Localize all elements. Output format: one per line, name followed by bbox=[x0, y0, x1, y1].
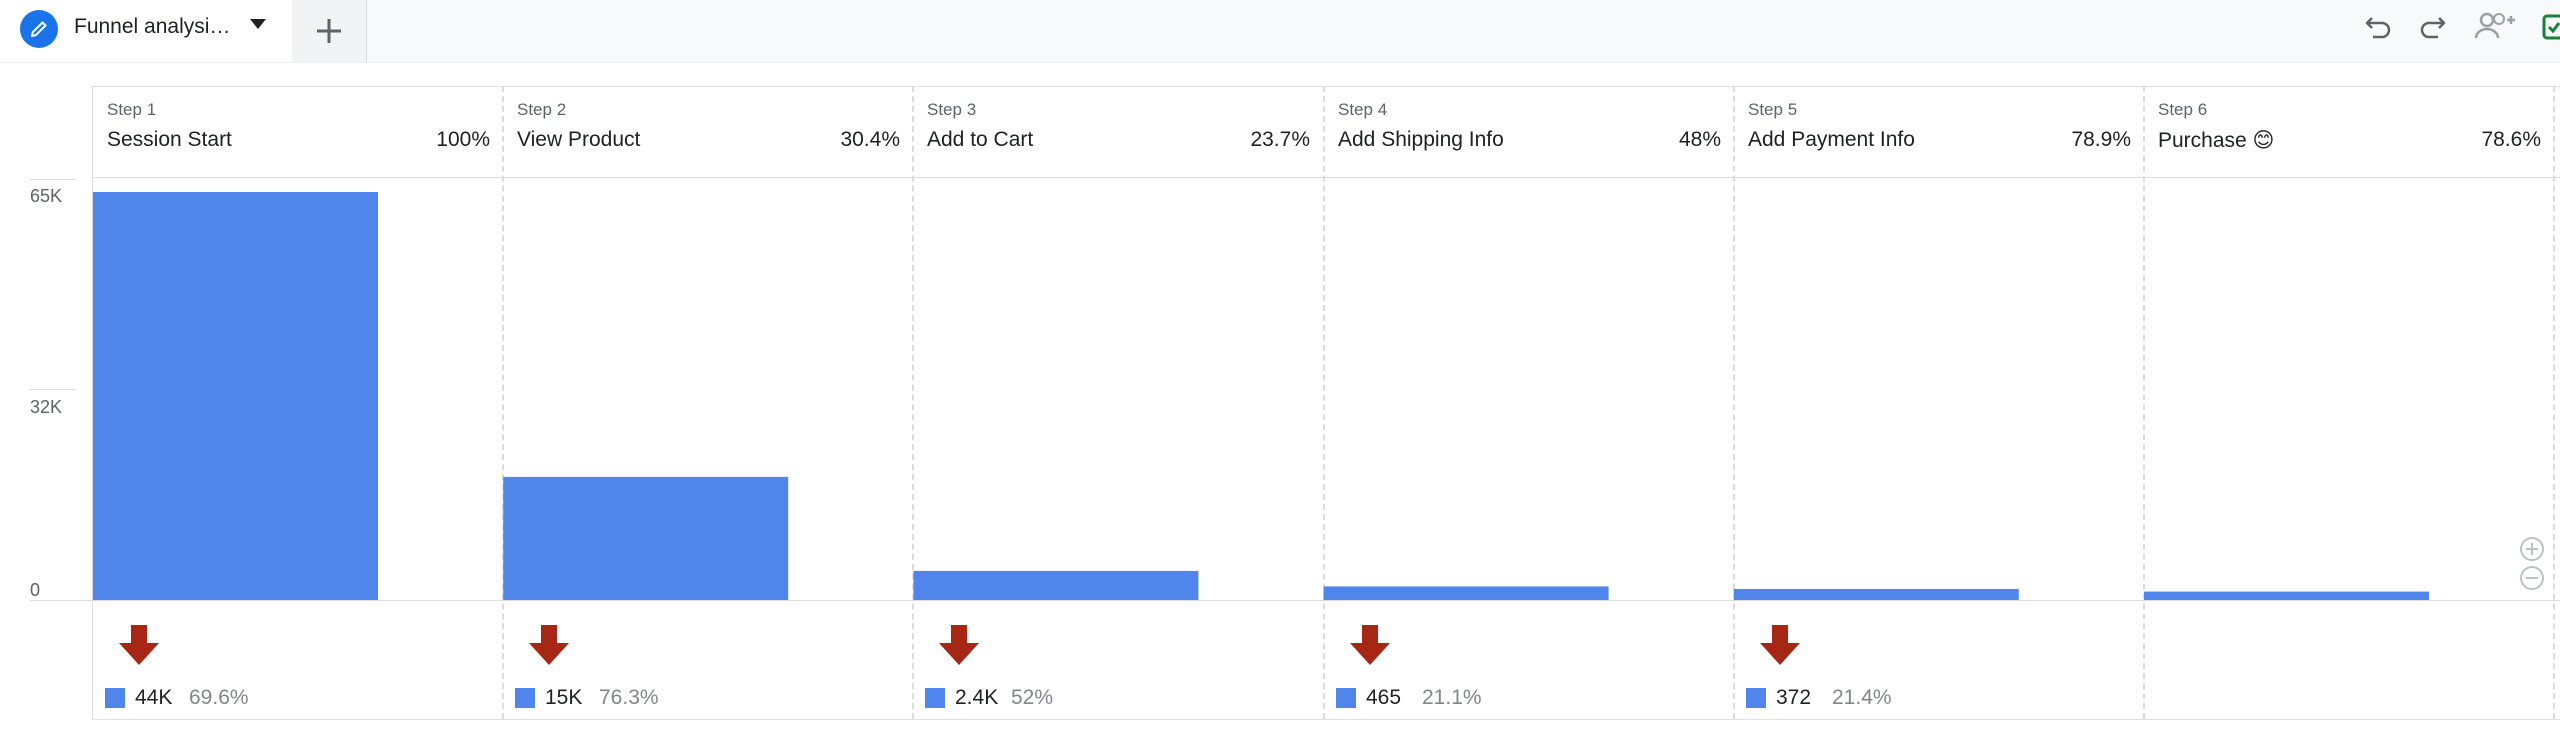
dropoff-arrow-icon bbox=[119, 625, 159, 665]
dropoff-arrow-icon bbox=[1350, 625, 1390, 665]
dropoff-count: 44K bbox=[135, 686, 173, 709]
series-swatch bbox=[925, 688, 945, 708]
step-name: Session Start bbox=[107, 128, 232, 151]
step-number: Step 2 bbox=[517, 100, 567, 119]
dropoff-count: 15K bbox=[545, 686, 583, 709]
y-axis-tick bbox=[30, 389, 76, 390]
dropoff-cell[interactable]: 372 21.4% bbox=[1734, 617, 2145, 717]
series-swatch bbox=[1746, 688, 1766, 708]
step-divider bbox=[1323, 86, 1325, 719]
step-completion-rate: 100% bbox=[436, 128, 490, 151]
step-number: Step 5 bbox=[1748, 100, 1798, 119]
dropoff-cell[interactable]: 15K 76.3% bbox=[503, 617, 914, 717]
add-tab-button[interactable] bbox=[292, 0, 367, 62]
zoom-out-icon[interactable] bbox=[2519, 565, 2545, 591]
step-name: Add Payment Info bbox=[1748, 128, 1915, 151]
tab-funnel-analysis[interactable]: Funnel analysi… bbox=[0, 0, 293, 62]
funnel-bars bbox=[93, 192, 2429, 600]
step-completion-rate: 78.9% bbox=[2071, 128, 2131, 151]
step-header[interactable]: Step 3 Add to Cart 23.7% bbox=[913, 86, 1324, 176]
step-header[interactable]: Step 1 Session Start 100% bbox=[93, 86, 504, 176]
tab-title: Funnel analysi… bbox=[74, 15, 231, 38]
series-swatch bbox=[515, 688, 535, 708]
step-divider bbox=[2553, 86, 2555, 719]
step-number: Step 1 bbox=[107, 100, 157, 119]
chart-top-border bbox=[92, 86, 2560, 87]
y-axis-label: 0 bbox=[30, 580, 41, 600]
step-number: Step 4 bbox=[1338, 100, 1388, 119]
dropoff-arrow-icon bbox=[529, 625, 569, 665]
step-divider bbox=[1733, 86, 1735, 719]
dropoff-rate: 21.1% bbox=[1422, 686, 1482, 709]
add-tab-plus-icon bbox=[317, 19, 341, 43]
funnel-chart: 65K 32K 0 Step 1 Session Start 100% Step… bbox=[0, 62, 2560, 729]
dropoff-cell[interactable]: 44K 69.6% bbox=[93, 617, 504, 717]
step-header[interactable]: Step 5 Add Payment Info 78.9% bbox=[1734, 86, 2145, 176]
redo-icon[interactable] bbox=[2413, 6, 2453, 46]
funnel-bar[interactable] bbox=[1323, 586, 1609, 600]
y-axis-tick bbox=[30, 179, 76, 180]
step-name: View Product bbox=[517, 128, 641, 151]
edit-pencil-icon[interactable] bbox=[19, 9, 59, 49]
step-name: Add to Cart bbox=[927, 128, 1034, 151]
step-completion-rate: 78.6% bbox=[2481, 128, 2541, 151]
step-name: Purchase 😊 bbox=[2158, 129, 2275, 152]
step-completion-rate: 23.7% bbox=[1250, 128, 1310, 151]
zoom-in-icon[interactable] bbox=[2519, 536, 2545, 562]
series-swatch bbox=[1336, 688, 1356, 708]
dropoff-count: 372 bbox=[1776, 686, 1812, 709]
dropoff-cell[interactable]: 465 21.1% bbox=[1324, 617, 1735, 717]
save-icon[interactable] bbox=[2542, 6, 2560, 46]
funnel-bar[interactable] bbox=[2144, 591, 2429, 600]
header-separator bbox=[92, 177, 2560, 178]
funnel-bar[interactable] bbox=[913, 570, 1199, 600]
step-divider bbox=[2143, 86, 2145, 719]
share-user-icon[interactable] bbox=[2473, 6, 2517, 46]
chart-baseline bbox=[30, 600, 2560, 601]
funnel-bar[interactable] bbox=[1733, 589, 2019, 600]
step-completion-rate: 48% bbox=[1678, 128, 1721, 151]
dropoff-arrow-icon bbox=[1760, 625, 1800, 665]
step-completion-rate: 30.4% bbox=[840, 128, 900, 151]
undo-icon[interactable] bbox=[2358, 6, 2398, 46]
dropoff-count: 2.4K bbox=[955, 686, 999, 709]
dropoff-rate: 52% bbox=[1011, 686, 1054, 709]
dropdown-caret-icon[interactable] bbox=[248, 17, 268, 31]
chart-bottom-border bbox=[92, 719, 2560, 720]
step-header[interactable]: Step 6 Purchase 😊 78.6% bbox=[2144, 86, 2555, 176]
y-axis-label: 32K bbox=[30, 397, 63, 417]
step-name: Add Shipping Info bbox=[1338, 128, 1504, 151]
step-number: Step 6 bbox=[2158, 100, 2208, 119]
step-divider bbox=[912, 86, 914, 719]
tab-bar: Funnel analysi… bbox=[0, 0, 2560, 63]
dropoff-rate: 76.3% bbox=[599, 686, 659, 709]
step-number: Step 3 bbox=[927, 100, 977, 119]
chart-left-border bbox=[92, 86, 93, 719]
step-header[interactable]: Step 4 Add Shipping Info 48% bbox=[1324, 86, 1735, 176]
series-swatch bbox=[105, 688, 125, 708]
funnel-bar[interactable] bbox=[93, 192, 378, 600]
dropoff-cell[interactable]: 2.4K 52% bbox=[913, 617, 1324, 717]
dropoff-arrow-icon bbox=[939, 625, 979, 665]
funnel-bar[interactable] bbox=[503, 476, 789, 600]
dropoff-count: 465 bbox=[1366, 686, 1402, 709]
step-header[interactable]: Step 2 View Product 30.4% bbox=[503, 86, 914, 176]
step-divider bbox=[502, 86, 504, 719]
dropoff-rate: 69.6% bbox=[189, 686, 249, 709]
dropoff-rate: 21.4% bbox=[1832, 686, 1892, 709]
y-axis-label: 65K bbox=[30, 186, 63, 206]
